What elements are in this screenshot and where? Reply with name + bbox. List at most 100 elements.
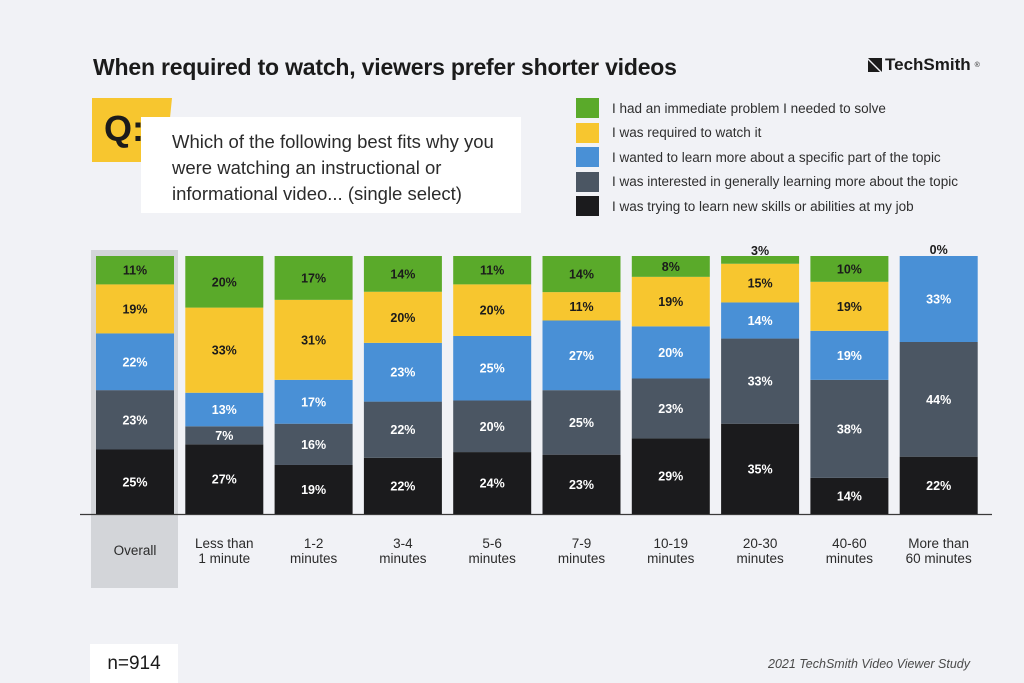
bar-segment bbox=[453, 284, 532, 336]
bar-segment bbox=[631, 438, 710, 514]
data-label: 11% bbox=[480, 264, 504, 278]
legend-label: I was interested in generally learning m… bbox=[612, 174, 958, 190]
bar-segment bbox=[453, 335, 532, 401]
data-label: 23% bbox=[569, 478, 594, 492]
bar-segment bbox=[185, 444, 264, 514]
data-label: 20% bbox=[212, 275, 237, 289]
bar-segment bbox=[96, 333, 174, 391]
data-label: 33% bbox=[926, 293, 951, 307]
bar-segment bbox=[542, 320, 621, 391]
data-label: 10% bbox=[837, 262, 862, 276]
data-label: 25% bbox=[122, 475, 147, 489]
legend-label: I was trying to learn new skills or abil… bbox=[612, 198, 914, 214]
bar-segment bbox=[899, 256, 978, 342]
bar-segment bbox=[542, 256, 621, 293]
bar-segment bbox=[810, 281, 889, 331]
bar-segment bbox=[721, 256, 800, 264]
data-label: 13% bbox=[212, 403, 237, 417]
legend-item: I was trying to learn new skills or abil… bbox=[576, 194, 958, 219]
registered-mark: ® bbox=[974, 61, 980, 69]
data-label: 33% bbox=[212, 344, 237, 358]
data-label: 11% bbox=[123, 264, 147, 278]
bar-segment bbox=[721, 423, 800, 514]
bar-segment bbox=[631, 326, 710, 379]
bar-segment bbox=[453, 256, 532, 285]
data-label: 19% bbox=[301, 483, 326, 497]
question-text: Which of the following best fits why you… bbox=[172, 131, 494, 204]
data-label: 35% bbox=[748, 462, 773, 476]
category-label: 7-9 minutes bbox=[557, 536, 606, 566]
data-label: 23% bbox=[658, 402, 683, 416]
category-label: Less than 1 minute bbox=[195, 536, 254, 566]
legend-label: I wanted to learn more about a specific … bbox=[612, 149, 941, 165]
bar-segment bbox=[96, 256, 174, 285]
legend-item: I was interested in generally learning m… bbox=[576, 170, 958, 195]
data-label: 0% bbox=[930, 243, 948, 257]
data-label: 27% bbox=[212, 473, 237, 487]
data-label: 19% bbox=[837, 300, 862, 314]
bar-segment bbox=[363, 256, 442, 292]
bar-segment bbox=[453, 400, 532, 453]
data-label: 14% bbox=[569, 268, 594, 282]
bar-segment bbox=[721, 302, 800, 339]
sample-size-box: n=914 bbox=[90, 644, 178, 683]
bar-segment bbox=[810, 256, 889, 282]
legend-label: I had an immediate problem I needed to s… bbox=[612, 100, 886, 116]
data-label: 8% bbox=[662, 260, 680, 274]
data-label: 16% bbox=[301, 438, 326, 452]
bar-segment bbox=[274, 379, 353, 424]
techsmith-logo: TechSmith ® bbox=[868, 55, 980, 75]
data-label: 19% bbox=[837, 349, 862, 363]
bar-segment bbox=[363, 457, 442, 514]
bar-segment bbox=[363, 401, 442, 458]
legend-swatch bbox=[576, 196, 599, 217]
data-label: 23% bbox=[122, 413, 147, 427]
data-label: 22% bbox=[390, 479, 415, 493]
data-label: 17% bbox=[301, 271, 326, 285]
data-label: 19% bbox=[658, 295, 683, 309]
bar-segment bbox=[453, 452, 532, 514]
data-label: 20% bbox=[480, 420, 505, 434]
bar-segment bbox=[96, 390, 174, 450]
data-label: 25% bbox=[480, 362, 505, 376]
data-label: 7% bbox=[215, 429, 233, 443]
data-label: 3% bbox=[751, 244, 769, 258]
category-label: 20-30 minutes bbox=[736, 536, 784, 566]
bar-segment bbox=[363, 291, 442, 343]
data-label: 25% bbox=[569, 416, 594, 430]
chart-title: When required to watch, viewers prefer s… bbox=[93, 54, 677, 80]
data-label: 22% bbox=[122, 355, 147, 369]
bar-segment bbox=[96, 449, 174, 514]
data-label: 11% bbox=[569, 300, 593, 314]
bar-segment bbox=[363, 342, 442, 402]
bar-segment bbox=[542, 454, 621, 514]
data-label: 44% bbox=[926, 393, 951, 407]
data-label: 22% bbox=[926, 479, 951, 493]
legend-label: I was required to watch it bbox=[612, 125, 762, 141]
category-label: Overall bbox=[113, 543, 157, 558]
data-label: 27% bbox=[569, 349, 594, 363]
data-label: 20% bbox=[658, 346, 683, 360]
category-label: 3-4 minutes bbox=[379, 536, 427, 566]
legend-swatch bbox=[576, 171, 599, 192]
category-label: 10-19 minutes bbox=[647, 536, 695, 566]
bar-segment bbox=[185, 256, 264, 308]
data-label: 31% bbox=[301, 333, 326, 347]
bar-segment bbox=[185, 307, 264, 393]
bar-segment bbox=[721, 338, 800, 424]
techsmith-logo-icon bbox=[868, 58, 882, 72]
bar-segment bbox=[631, 276, 710, 327]
bar-segment bbox=[721, 263, 800, 303]
bar-segment bbox=[274, 464, 353, 514]
data-label: 33% bbox=[748, 375, 773, 389]
chart-legend: I had an immediate problem I needed to s… bbox=[576, 96, 958, 219]
bar-segment bbox=[899, 456, 978, 514]
bar-segment bbox=[185, 392, 264, 427]
category-label: 40-60 minutes bbox=[825, 536, 874, 566]
sample-size: n=914 bbox=[107, 653, 161, 674]
brand-name: TechSmith bbox=[885, 55, 971, 74]
question-badge-label: Q: bbox=[104, 108, 144, 149]
bar-segment bbox=[274, 423, 353, 465]
data-label: 20% bbox=[390, 311, 415, 325]
